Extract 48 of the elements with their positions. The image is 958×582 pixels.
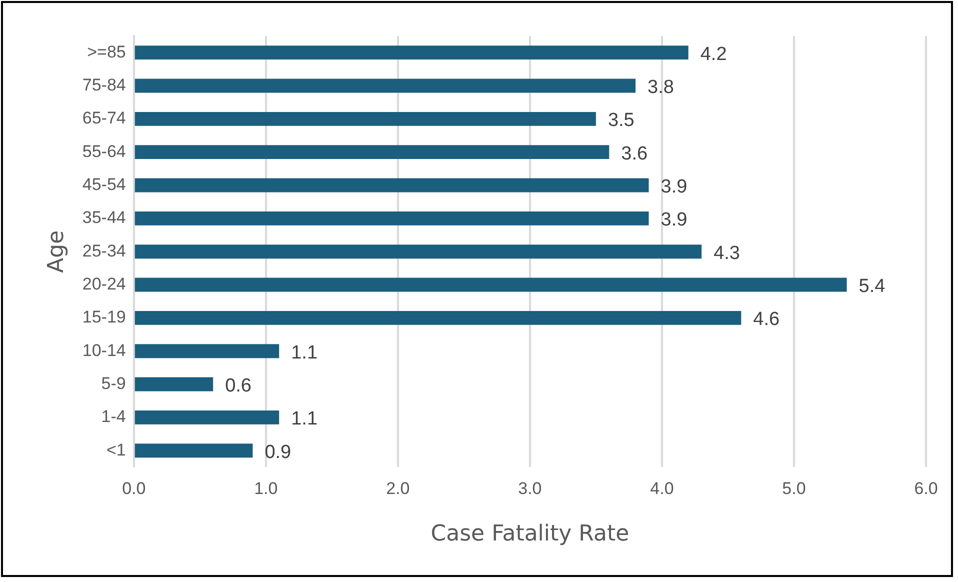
x-tick-label: 0.0	[122, 479, 146, 498]
y-tick-label: 65-74	[82, 108, 126, 128]
y-tick-label: <1	[106, 440, 126, 460]
y-axis-title: Age	[44, 230, 69, 273]
data-label: 0.9	[264, 442, 292, 463]
data-label: 5.4	[858, 276, 886, 298]
bar	[134, 410, 280, 424]
y-tick-label: 10-14	[82, 340, 126, 360]
bar	[134, 46, 688, 60]
data-label: 3.5	[608, 110, 634, 132]
x-tick-label: 3.0	[518, 479, 542, 498]
x-tick-label: 1.0	[254, 479, 278, 498]
data-label: 3.9	[660, 176, 688, 198]
y-tick-label: 20-24	[82, 274, 126, 294]
bar	[134, 78, 636, 93]
y-tick-label: 75-84	[82, 75, 126, 94]
y-tick-label: 35-44	[82, 208, 126, 228]
x-tick-label: 2.0	[386, 479, 410, 498]
bar	[134, 344, 280, 358]
x-axis-title: Case Fatality Rate	[430, 522, 630, 547]
y-tick-label: 15-19	[82, 308, 126, 327]
bar	[134, 112, 596, 126]
bar	[134, 278, 847, 292]
data-label: 3.6	[621, 143, 648, 164]
bar	[134, 444, 253, 458]
x-tick-label: 5.0	[782, 479, 806, 498]
bar	[134, 377, 214, 392]
bar	[134, 310, 742, 325]
data-label: 3.9	[660, 210, 688, 231]
y-tick-label: >=85	[87, 42, 126, 62]
y-tick-label: 5-9	[101, 374, 126, 393]
y-tick-label: 45-54	[82, 174, 126, 194]
data-label: 4.6	[753, 309, 780, 330]
y-tick-label: 1-4	[101, 407, 126, 426]
data-label: 4.3	[714, 242, 740, 264]
data-label: 3.8	[648, 76, 674, 98]
y-tick-label: 55-64	[82, 142, 126, 161]
bar	[134, 145, 610, 160]
bar	[134, 211, 649, 226]
x-tick-label: 4.0	[650, 479, 674, 498]
bar	[134, 178, 649, 192]
x-tick-label: 6.0	[914, 479, 938, 498]
y-tick-label: 25-34	[82, 241, 126, 260]
bar	[134, 244, 702, 259]
data-label: 0.6	[225, 376, 252, 397]
data-label: 1.1	[291, 342, 318, 364]
data-label: 1.1	[291, 408, 318, 430]
data-label: 4.2	[700, 44, 727, 65]
